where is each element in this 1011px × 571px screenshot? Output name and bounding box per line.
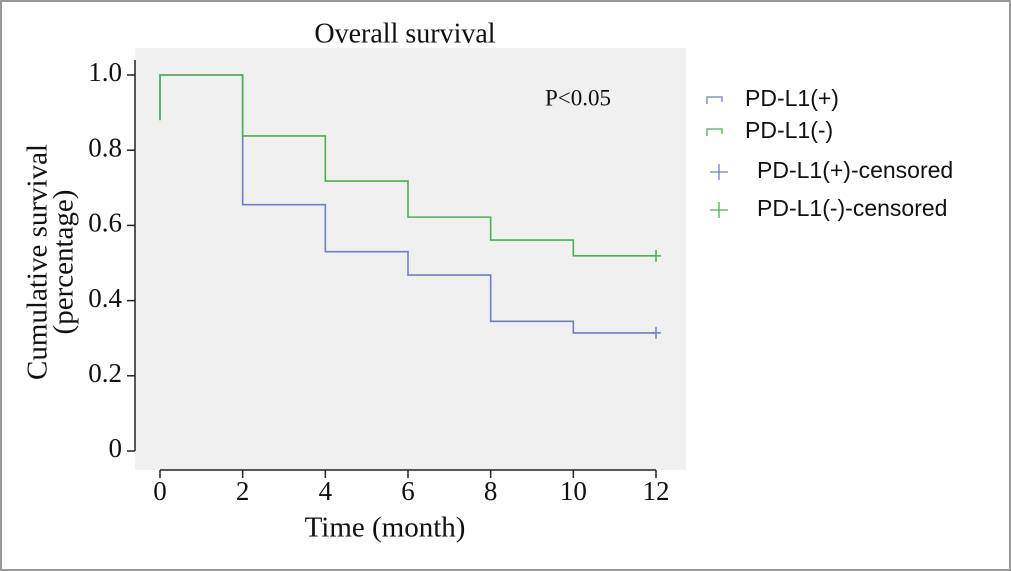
y-tick-label: 0 [109,433,123,463]
x-tick-label: 8 [484,476,498,506]
x-tick-label: 2 [236,476,250,506]
plot-area [135,48,686,470]
x-axis-label: Time (month) [305,512,466,544]
y-tick-label: 0.4 [88,283,122,313]
censor-mark [651,326,661,339]
y-tick-label: 1.0 [88,57,122,87]
legend-symbol [710,164,728,180]
y-tick-label: 0.8 [88,132,122,162]
legend-label: PD-L1(+) [745,85,839,111]
x-tick-label: 12 [643,476,670,506]
x-tick-label: 4 [319,476,333,506]
legend-label: PD-L1(-) [745,117,833,143]
x-tick-label: 6 [401,476,415,506]
x-tick-label: 10 [560,476,587,506]
legend-symbol [706,96,723,104]
p-value: P<0.05 [545,85,611,110]
survival-line [159,74,656,257]
y-tick-label: 0.2 [88,358,122,388]
legend-label: PD-L1(-)-censored [757,195,947,221]
y-tick-label: 0.6 [88,208,122,238]
x-tick-label: 0 [153,476,167,506]
legend-label: PD-L1(+)-censored [757,157,953,183]
censor-mark [651,249,661,262]
legend-symbol [710,202,728,218]
y-axis-label: (percentage) [48,190,80,335]
legend-symbol [706,128,723,136]
chart-title: Overall survival [314,18,495,49]
y-axis-label: Cumulative survival [22,144,54,380]
